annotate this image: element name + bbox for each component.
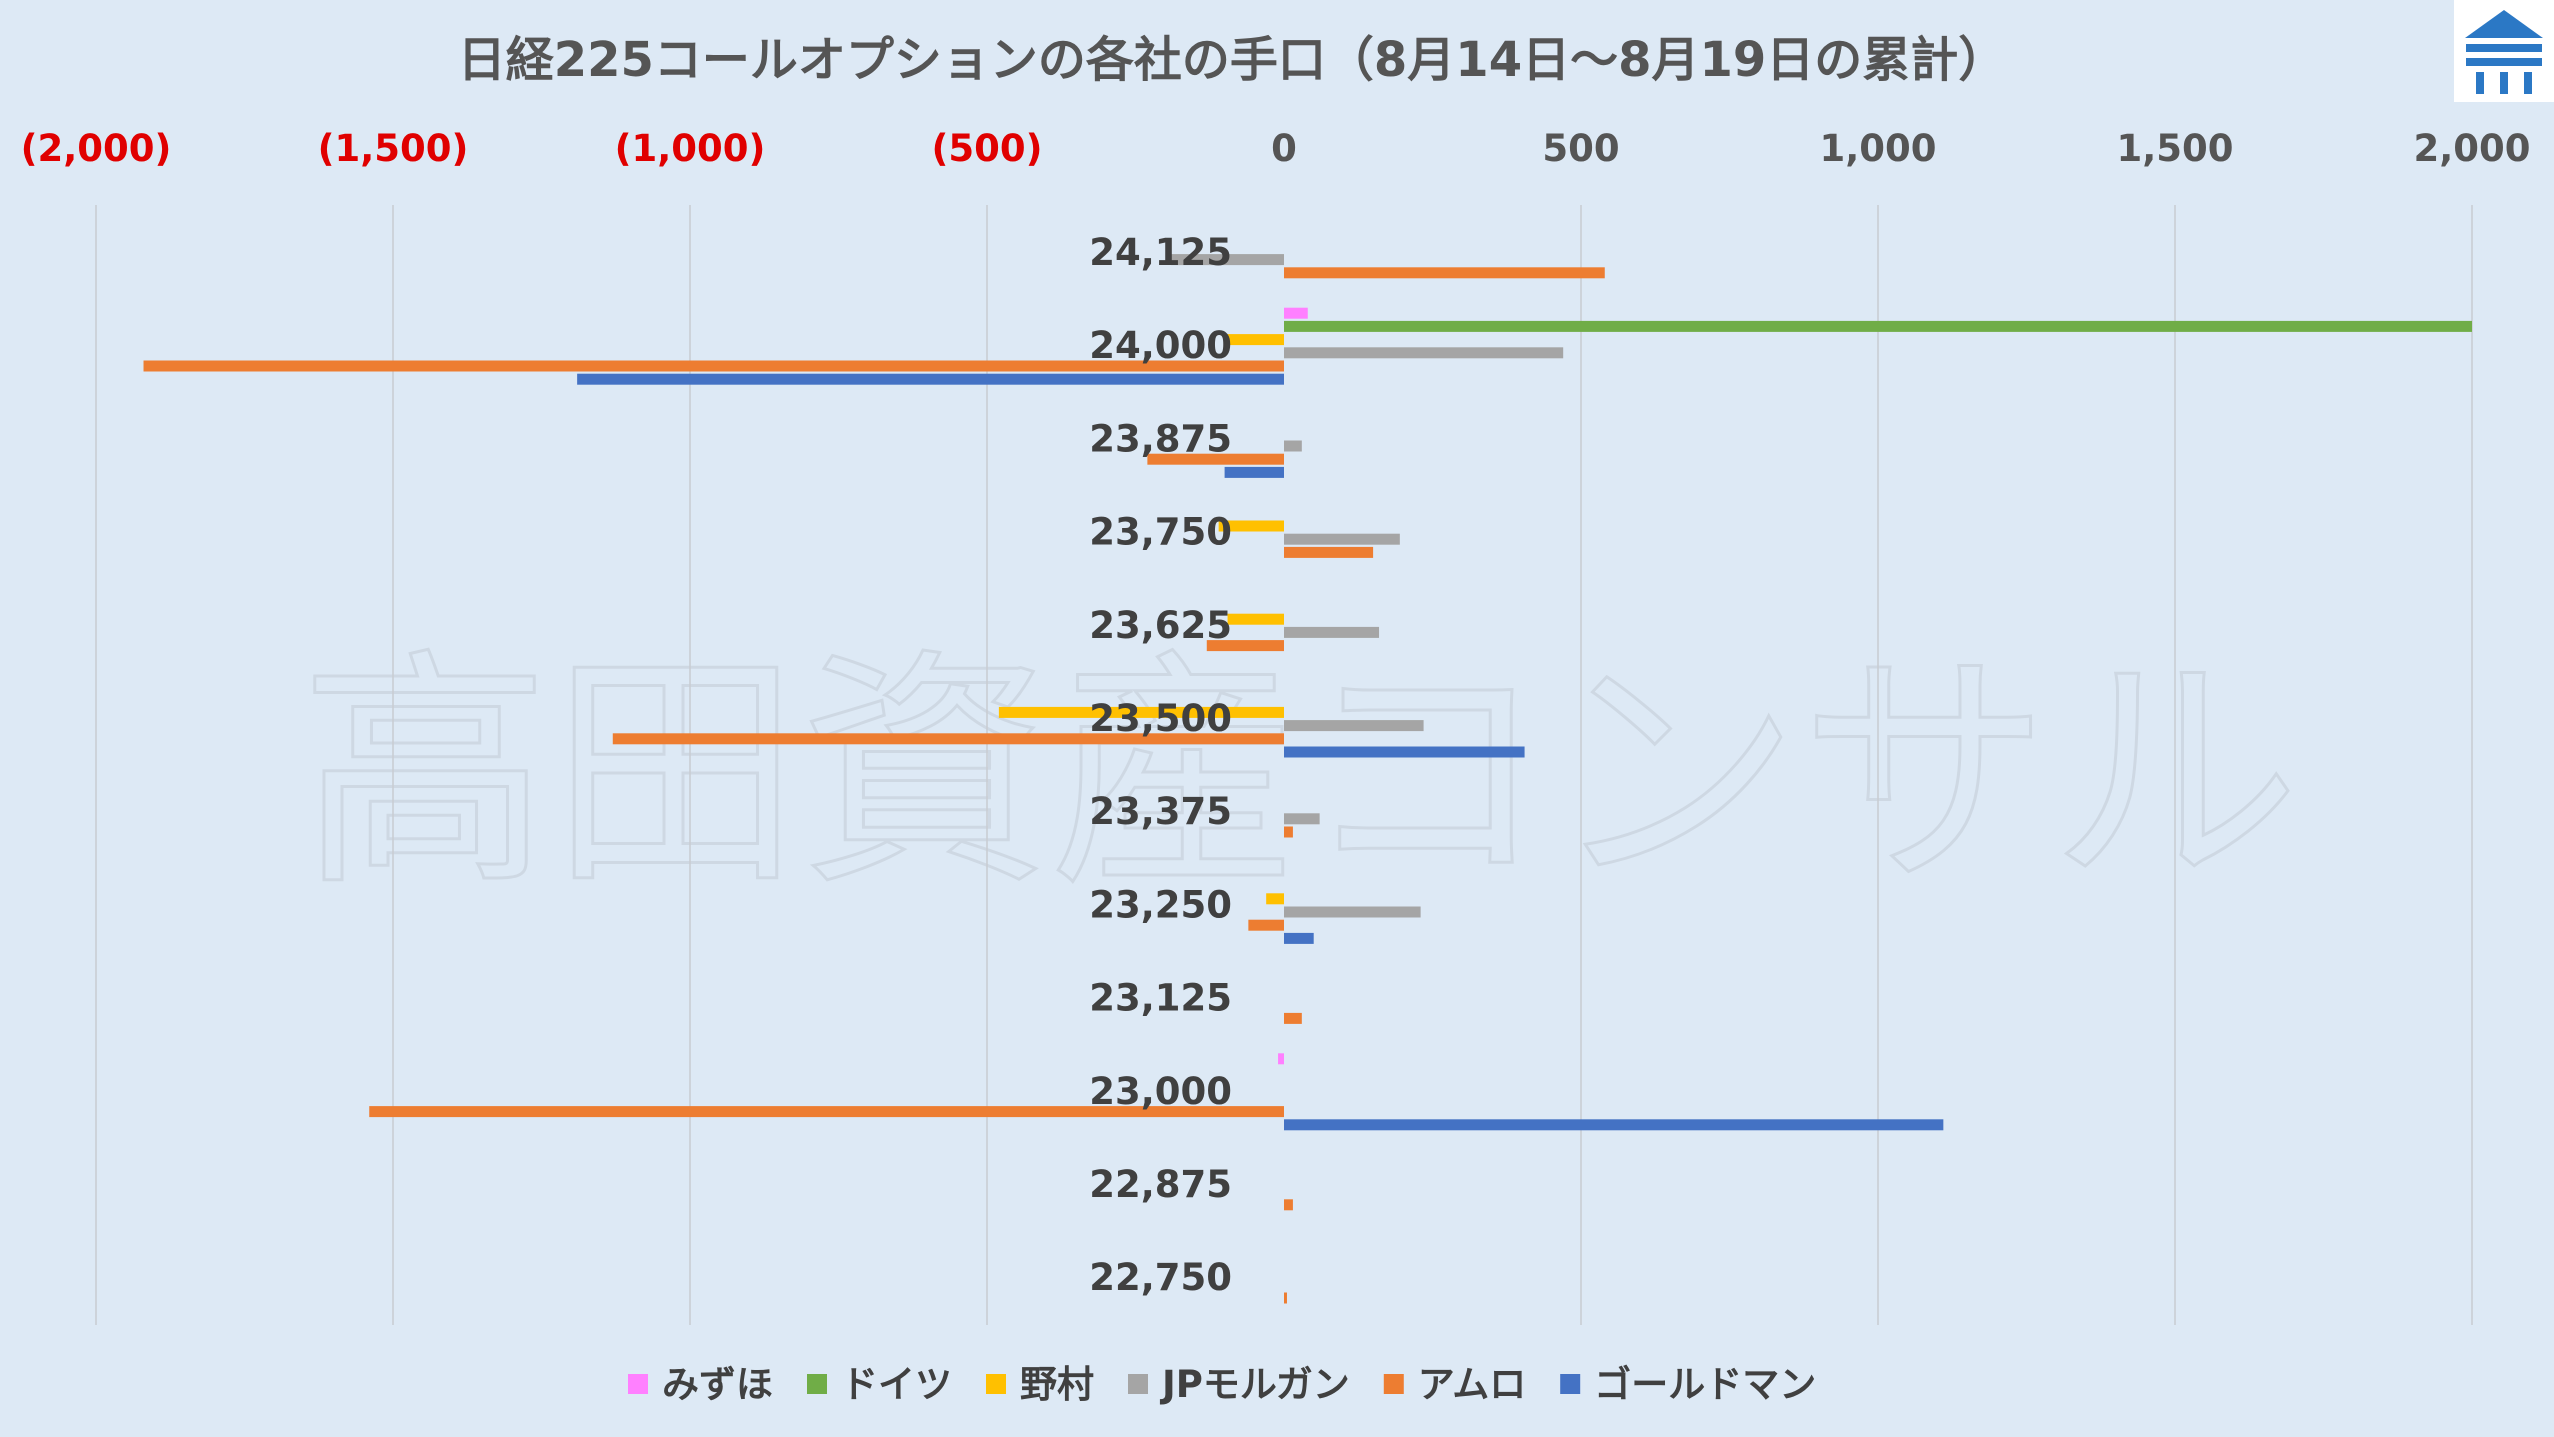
- bar: [1284, 1119, 1944, 1131]
- bar: [1284, 440, 1302, 452]
- bar: [1284, 626, 1380, 638]
- category-label: 23,375: [1089, 790, 1232, 833]
- category-label: 24,125: [1089, 231, 1232, 274]
- bar: [1266, 893, 1284, 905]
- category-label: 23,750: [1089, 511, 1232, 554]
- legend-swatch: [1128, 1374, 1148, 1394]
- bar: [1284, 826, 1293, 838]
- legend-label: ゴールドマン: [1594, 1363, 1816, 1406]
- legend-label: アムロ: [1418, 1363, 1526, 1406]
- chart-title: 日経225コールオプションの各社の手口（8月14日～8月19日の累計）: [458, 32, 2007, 88]
- category-label: 24,000: [1089, 324, 1232, 367]
- category-label: 22,750: [1089, 1256, 1232, 1299]
- bar: [1224, 466, 1284, 478]
- bar: [1284, 720, 1424, 732]
- legend-swatch: [1560, 1374, 1581, 1394]
- bar: [369, 1106, 1284, 1118]
- legend-label: みずほ: [662, 1363, 773, 1406]
- bar: [1284, 932, 1314, 944]
- bar: [1171, 254, 1284, 266]
- bar: [1284, 906, 1421, 918]
- bar: [1218, 520, 1284, 532]
- x-tick-label: 0: [1271, 127, 1297, 170]
- category-label: 23,875: [1089, 417, 1232, 460]
- bar: [1206, 640, 1284, 652]
- x-tick-label: 2,000: [2413, 127, 2530, 170]
- company-logo: [2454, 0, 2554, 102]
- bar: [1284, 546, 1374, 558]
- x-tick-label: (500): [931, 127, 1042, 170]
- bar: [1284, 320, 2472, 332]
- x-tick-label: (1,000): [615, 127, 766, 170]
- bar: [1284, 746, 1525, 758]
- category-label: 23,500: [1089, 697, 1232, 740]
- x-tick-label: (1,500): [318, 127, 469, 170]
- category-label: 23,625: [1089, 604, 1232, 647]
- x-tick-label: 500: [1542, 127, 1619, 170]
- category-label: 23,250: [1089, 883, 1232, 926]
- bar: [612, 733, 1284, 745]
- bar: [577, 373, 1284, 385]
- legend-label: 野村: [1020, 1363, 1094, 1406]
- category-label: 23,000: [1089, 1070, 1232, 1113]
- legend-label: ドイツ: [841, 1363, 952, 1406]
- bar: [1284, 813, 1320, 825]
- category-label: 23,125: [1089, 977, 1232, 1020]
- bar: [1248, 919, 1284, 931]
- watermark: 高田資産コンサル: [300, 628, 2300, 919]
- legend-swatch: [1383, 1374, 1404, 1394]
- x-tick-label: (2,000): [21, 127, 172, 170]
- bar: [998, 706, 1284, 718]
- bar: [1224, 334, 1284, 346]
- bar: [1284, 267, 1605, 279]
- bar: [1278, 1053, 1284, 1065]
- category-label: 22,875: [1089, 1163, 1232, 1206]
- bar: [1284, 307, 1308, 319]
- legend-swatch: [807, 1374, 827, 1394]
- bar: [143, 360, 1284, 372]
- x-tick-label: 1,000: [1819, 127, 1936, 170]
- bar: [1284, 347, 1564, 359]
- bar: [1284, 533, 1400, 545]
- x-tick-label: 1,500: [2116, 127, 2233, 170]
- legend-label: JPモルガン: [1159, 1363, 1350, 1406]
- bar: [1147, 453, 1284, 465]
- bar: [1284, 1012, 1302, 1024]
- bar: [1227, 613, 1284, 625]
- legend-swatch: [986, 1374, 1006, 1394]
- legend-swatch: [628, 1374, 648, 1394]
- bar: [1284, 1292, 1287, 1304]
- bar: [1284, 1199, 1293, 1211]
